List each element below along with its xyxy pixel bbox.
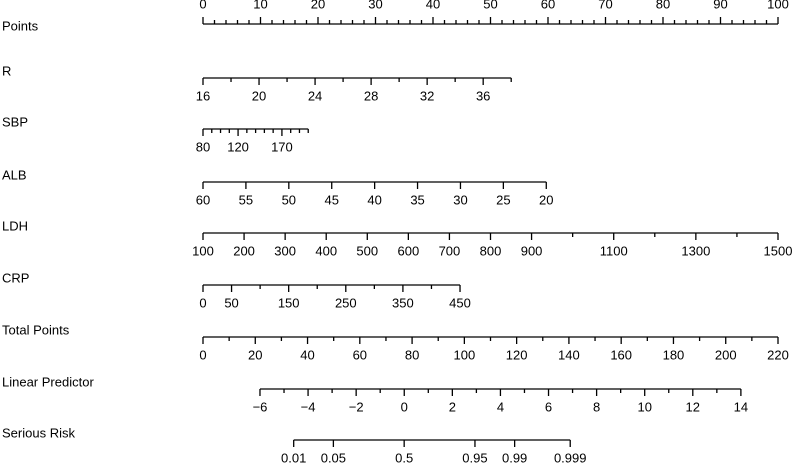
tick-label: 400 [315,243,337,258]
tick-label: 450 [449,295,471,310]
row-label: Serious Risk [2,425,75,440]
tick-label: 14 [734,399,748,414]
tick-label: 170 [271,139,293,154]
tick-label: 250 [335,295,357,310]
tick-label: 60 [196,192,210,207]
tick-label: 50 [483,0,497,11]
tick-label: 0.05 [321,450,346,465]
tick-label: 16 [196,88,210,103]
tick-label: 20 [252,88,266,103]
tick-label: 200 [233,243,255,258]
tick-label: 0.5 [395,450,413,465]
tick-label: 10 [637,399,651,414]
row-label: ALB [2,167,27,182]
row-label: SBP [2,114,28,129]
tick-label: 25 [496,192,510,207]
tick-label: 100 [192,243,214,258]
tick-label: 60 [541,0,555,11]
tick-label: 150 [278,295,300,310]
tick-label: 20 [539,192,553,207]
tick-label: 0.999 [554,450,587,465]
tick-label: 80 [196,139,210,154]
tick-label: 50 [282,192,296,207]
row-label: R [2,63,11,78]
tick-label: 0 [199,0,206,11]
tick-label: 800 [480,243,502,258]
row-label: Total Points [2,322,70,337]
tick-label: 30 [368,0,382,11]
tick-label: 80 [656,0,670,11]
tick-label: 700 [439,243,461,258]
row-label: CRP [2,270,29,285]
tick-label: −2 [349,399,364,414]
tick-label: 0.95 [462,450,487,465]
tick-label: 20 [248,347,262,362]
tick-label: 8 [593,399,600,414]
tick-label: 30 [453,192,467,207]
tick-label: 0.99 [502,450,527,465]
tick-label: 0.01 [281,450,306,465]
tick-label: −6 [253,399,268,414]
tick-label: 160 [610,347,632,362]
tick-label: 0 [401,399,408,414]
tick-label: 0 [199,347,206,362]
tick-label: 35 [410,192,424,207]
row-label: LDH [2,218,28,233]
tick-label: 10 [253,0,267,11]
tick-label: 500 [356,243,378,258]
tick-label: 0 [199,295,206,310]
tick-label: 40 [300,347,314,362]
tick-label: 120 [227,139,249,154]
tick-label: 80 [405,347,419,362]
tick-label: 220 [767,347,789,362]
tick-label: 36 [476,88,490,103]
tick-label: 40 [426,0,440,11]
tick-label: 300 [274,243,296,258]
row-label: Points [2,18,39,33]
tick-label: 100 [767,0,789,11]
tick-label: 20 [311,0,325,11]
tick-label: 100 [454,347,476,362]
tick-label: 12 [686,399,700,414]
tick-label: 24 [308,88,322,103]
tick-label: 1100 [600,243,628,258]
tick-label: 4 [497,399,504,414]
tick-label: 6 [545,399,552,414]
tick-label: 40 [367,192,381,207]
tick-label: 60 [353,347,367,362]
tick-label: 70 [598,0,612,11]
tick-label: 200 [715,347,737,362]
tick-label: 180 [663,347,685,362]
tick-label: 45 [324,192,338,207]
tick-label: 2 [449,399,456,414]
tick-label: 1500 [764,243,793,258]
row-label: Linear Predictor [2,374,94,389]
tick-label: 900 [521,243,543,258]
tick-label: 28 [364,88,378,103]
tick-label: 140 [558,347,580,362]
tick-label: 32 [420,88,434,103]
tick-label: 1300 [681,243,710,258]
tick-label: 600 [398,243,420,258]
tick-label: 120 [506,347,528,362]
tick-label: −4 [301,399,316,414]
tick-label: 350 [392,295,414,310]
tick-label: 55 [239,192,253,207]
tick-label: 50 [224,295,238,310]
tick-label: 90 [713,0,727,11]
